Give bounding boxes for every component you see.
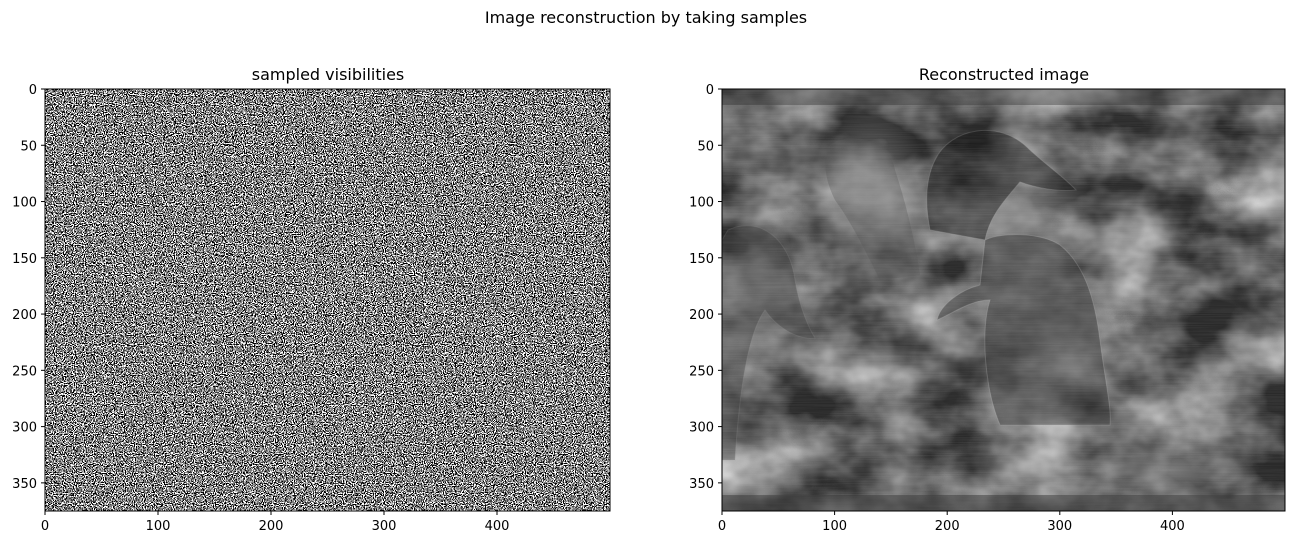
- x-tick-label-left: 200: [259, 519, 284, 534]
- panel-reconstructed-image: Reconstructed image 0 100 200 300 400 0 50 100…: [689, 65, 1286, 534]
- y-axis-right: 0 50 100 150 200 250 300 350: [689, 83, 722, 492]
- x-tick-label-right: 200: [935, 519, 960, 534]
- x-tick-label-left: 100: [146, 519, 171, 534]
- x-tick-label-left: 400: [485, 519, 510, 534]
- panel-sampled-visibilities: sampled visibilities 0 100 200 300 400 0 50 10…: [12, 65, 611, 534]
- x-tick-label-left: 0: [41, 519, 49, 534]
- y-tick-label-left: 150: [12, 252, 37, 267]
- y-tick-label-left: 300: [12, 421, 37, 436]
- reconstructed-image: [722, 89, 1285, 511]
- y-tick-label-left: 200: [12, 308, 37, 323]
- panel-title-left: sampled visibilities: [252, 65, 405, 84]
- y-tick-label-right: 300: [689, 421, 714, 436]
- x-tick-label-right: 0: [718, 519, 726, 534]
- y-tick-label-right: 350: [689, 477, 714, 492]
- y-tick-label-right: 200: [689, 308, 714, 323]
- x-axis-right: 0 100 200 300 400: [718, 511, 1185, 534]
- x-axis-left: 0 100 200 300 400: [41, 511, 510, 534]
- y-tick-label-right: 50: [697, 139, 714, 154]
- y-axis-left: 0 50 100 150 200 250 300 350: [12, 83, 45, 492]
- sampling-mask-image: [45, 89, 610, 511]
- x-tick-label-right: 300: [1047, 519, 1072, 534]
- y-tick-label-left: 0: [29, 83, 37, 98]
- figure-suptitle: Image reconstruction by taking samples: [485, 8, 807, 27]
- y-tick-label-right: 250: [689, 364, 714, 379]
- y-tick-label-left: 350: [12, 477, 37, 492]
- y-tick-label-left: 100: [12, 196, 37, 211]
- x-tick-label-left: 300: [372, 519, 397, 534]
- x-tick-label-right: 400: [1160, 519, 1185, 534]
- y-tick-label-left: 50: [20, 139, 37, 154]
- y-tick-label-right: 100: [689, 196, 714, 211]
- x-tick-label-right: 100: [822, 519, 847, 534]
- y-tick-label-right: 150: [689, 252, 714, 267]
- panel-title-right: Reconstructed image: [919, 65, 1089, 84]
- axes-frame-right: [721, 88, 1286, 512]
- y-tick-label-left: 250: [12, 364, 37, 379]
- axes-frame-left: [44, 88, 611, 512]
- y-tick-label-right: 0: [706, 83, 714, 98]
